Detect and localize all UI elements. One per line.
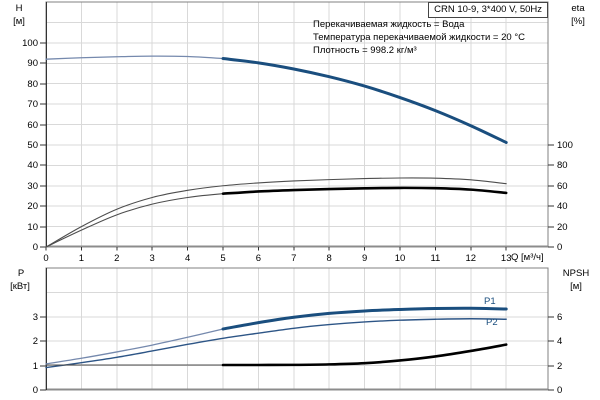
condition-density: Плотность = 998.2 кг/м³: [313, 45, 417, 56]
pump-model-title: CRN 10-9, 3*400 V, 50Hz: [428, 2, 548, 18]
axis-tick-label: 60: [27, 120, 38, 131]
x-axis-tick-label: 3: [150, 253, 155, 264]
q-axis-label: Q [м³/ч]: [511, 252, 544, 263]
axis-tick-label: 2: [557, 361, 562, 372]
eta-axis-label: eta: [571, 3, 585, 14]
axis-tick-label: 90: [27, 58, 38, 69]
axis-tick-label: 0: [33, 385, 38, 396]
operating-conditions: Перекачиваемая жидкость = Вода Температу…: [313, 18, 525, 57]
plot-frame: [45, 267, 549, 391]
axis-tick-label: 80: [557, 160, 568, 171]
p1-curve-duty: [221, 306, 508, 331]
x-axis-tick-label: 8: [327, 253, 332, 264]
x-axis-tick-label: 5: [220, 253, 225, 264]
x-axis-tick-label: 10: [395, 253, 406, 264]
axis-tick-label: 0: [33, 242, 38, 253]
axis-tick-label: 1: [33, 361, 38, 372]
h-axis-label: H: [15, 3, 23, 14]
npsh-axis-unit: [м]: [570, 281, 582, 292]
axis-tick-label: 2: [33, 336, 38, 347]
x-axis-tick-label: 1: [79, 253, 84, 264]
axis-tick-label: 100: [557, 140, 573, 151]
x-axis-tick-label: 13: [501, 253, 512, 264]
head-curve-low: [45, 55, 224, 60]
p2-series-label: P2: [486, 317, 498, 328]
x-axis-tick-label: 0: [43, 253, 48, 264]
eta-pump-motor-curve: [45, 187, 507, 248]
p1-curve-low: [45, 328, 224, 365]
axis-tick-label: 30: [27, 181, 38, 192]
axis-tick-label: 0: [557, 242, 562, 253]
x-axis-tick-label: 9: [362, 253, 367, 264]
p1-series-label: P1: [484, 296, 496, 307]
axis-tick-label: 20: [27, 201, 38, 212]
p-axis-label: P: [17, 268, 25, 279]
eta-pump-curve: [45, 177, 507, 248]
axis-tick-label: 60: [557, 181, 568, 192]
x-axis-tick-label: 11: [430, 253, 440, 264]
condition-temperature: Температура перекачиваемой жидкости = 20…: [313, 32, 525, 43]
p-axis-unit: [кВт]: [10, 281, 30, 292]
axis-tick-label: 0: [557, 385, 562, 396]
axis-tick-label: 20: [557, 222, 568, 233]
axis-tick-label: 70: [27, 99, 38, 110]
p2-curve: [45, 318, 507, 369]
axis-tick-label: 40: [557, 201, 568, 212]
axis-tick-label: 100: [22, 38, 38, 49]
head-curve-duty: [221, 57, 508, 144]
npsh-axis-label: NPSH: [562, 268, 590, 279]
axis-tick-label: 80: [27, 79, 38, 90]
x-axis-tick-label: 2: [114, 253, 119, 264]
condition-liquid: Перекачиваемая жидкость = Вода: [313, 19, 465, 30]
axis-tick-label: 6: [557, 312, 562, 323]
eta-pump-motor-curve-duty: [221, 186, 508, 196]
x-axis-tick-label: 7: [291, 253, 296, 264]
axis-tick-label: 50: [27, 140, 38, 151]
axis-tick-label: 10: [27, 222, 38, 233]
x-axis-tick-label: 4: [185, 253, 190, 264]
axis-tick-label: 4: [557, 336, 562, 347]
h-axis-unit: [м]: [13, 16, 25, 27]
npsh-curve-duty: [221, 343, 508, 367]
x-axis-tick-label: 6: [256, 253, 261, 264]
eta-axis-unit: [%]: [571, 16, 585, 27]
axis-tick-label: 3: [33, 312, 38, 323]
axis-tick-label: 40: [27, 160, 38, 171]
x-axis-tick-label: 12: [466, 253, 477, 264]
